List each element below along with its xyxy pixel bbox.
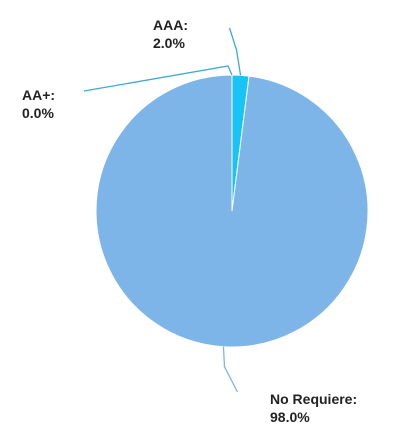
data-label-aa-plus: AA+: 0.0% (22, 86, 55, 122)
leader-line-aa-plus (83, 65, 233, 92)
leader-line-aaa (228, 27, 242, 76)
data-label-no-requiere-name: No Requiere: (270, 391, 358, 407)
leader-line-no-requiere (222, 346, 239, 393)
data-label-no-requiere-value: 98.0% (270, 409, 310, 425)
data-label-aa-plus-value: 0.0% (22, 105, 54, 121)
data-label-aa-plus-name: AA+: (22, 87, 56, 103)
data-label-aaa: AAA: 2.0% (153, 16, 188, 52)
data-label-aaa-value: 2.0% (153, 35, 185, 51)
pie-slice-no-requiere (95, 74, 369, 348)
data-label-aaa-name: AAA: (153, 17, 189, 33)
data-label-no-requiere: No Requiere: 98.0% (270, 390, 357, 426)
